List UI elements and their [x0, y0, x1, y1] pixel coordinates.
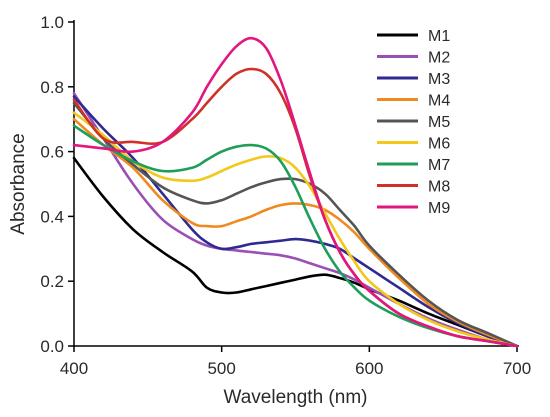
legend-label-m6: M6 — [428, 136, 450, 153]
y-tick-label: 0.4 — [40, 207, 64, 226]
legend-label-m9: M9 — [428, 200, 450, 217]
legend-label-m3: M3 — [428, 71, 450, 88]
axes: 0.0 0.2 0.4 0.6 0.8 1.0 400 500 600 700 — [40, 13, 531, 378]
series-layer — [72, 36, 519, 348]
y-tick-label: 0.0 — [40, 337, 64, 356]
y-tick-label: 0.2 — [40, 272, 64, 291]
legend-label-m1: M1 — [428, 28, 450, 45]
series-line-m5 — [72, 101, 519, 348]
legend-label-m7: M7 — [428, 157, 450, 174]
series-line-m1 — [72, 156, 519, 348]
x-tick-label: 400 — [60, 359, 88, 378]
x-tick-label: 600 — [355, 359, 383, 378]
x-axis-label: Wavelength (nm) — [224, 387, 368, 408]
legend-label-m4: M4 — [428, 93, 450, 110]
series-line-m9 — [72, 36, 519, 348]
legend-label-m8: M8 — [428, 179, 450, 196]
series-line-m6 — [72, 111, 519, 348]
legend-label-m5: M5 — [428, 114, 450, 131]
legend: M1 M2 M3 M4 M5 M6 M7 M8 M9 — [377, 28, 450, 217]
series-line-m3 — [72, 95, 519, 348]
series-line-m4 — [72, 117, 519, 348]
series-line-m8 — [72, 67, 519, 348]
y-axis-label: Absorbance — [8, 133, 29, 234]
series-line-m7 — [72, 124, 519, 348]
y-tick-label: 0.6 — [40, 143, 64, 162]
x-tick-label: 500 — [207, 359, 235, 378]
y-tick-label: 1.0 — [40, 13, 64, 32]
x-tick-label: 700 — [503, 359, 531, 378]
y-tick-label: 0.8 — [40, 78, 64, 97]
legend-label-m2: M2 — [428, 50, 450, 67]
